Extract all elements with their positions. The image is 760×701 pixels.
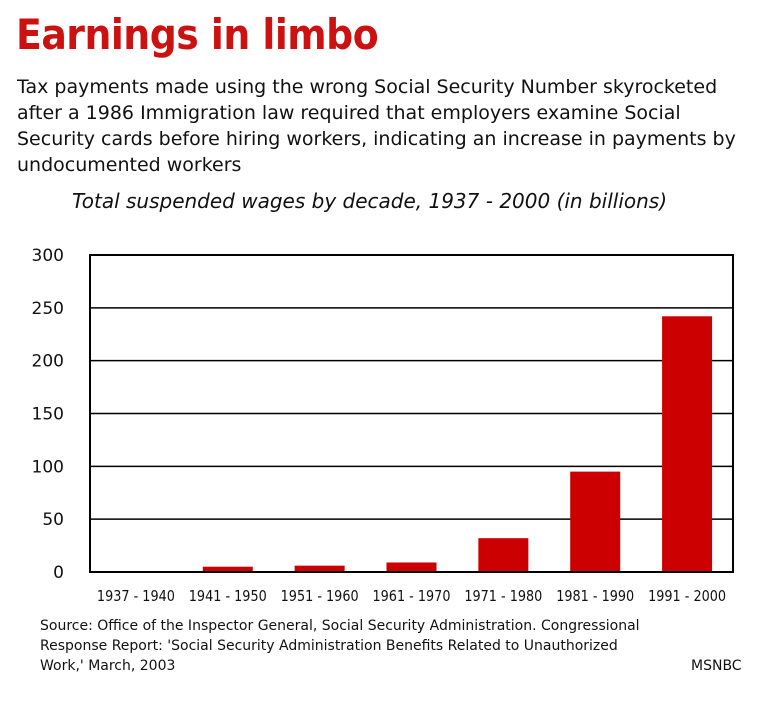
- chart-title: Total suspended wages by decade, 1937 - …: [72, 189, 668, 213]
- credit: MSNBC: [691, 658, 742, 674]
- headline: Earnings in limbo: [16, 10, 379, 59]
- x-tick-label: 1951 - 1960: [281, 587, 359, 605]
- y-tick-label: 300: [32, 246, 64, 266]
- bar: [570, 471, 621, 572]
- x-tick-label: 1991 - 2000: [648, 587, 726, 605]
- y-axis-ticks: 0 50 100 150 200 250 300: [32, 246, 64, 583]
- y-tick-label: 50: [42, 510, 64, 530]
- x-tick-label: 1937 - 1940: [97, 587, 175, 605]
- y-tick-label: 100: [32, 457, 64, 477]
- y-tick-label: 0: [53, 563, 64, 583]
- gridlines: [90, 254, 733, 573]
- x-tick-label: 1981 - 1990: [556, 587, 634, 605]
- bar: [294, 565, 345, 572]
- x-tick-label: 1941 - 1950: [189, 587, 267, 605]
- x-tick-label: 1971 - 1980: [464, 587, 542, 605]
- plot-frame: [89, 254, 734, 573]
- bar: [202, 566, 253, 572]
- subtitle: Tax payments made using the wrong Social…: [17, 76, 736, 176]
- bar: [386, 562, 437, 572]
- x-tick-label: 1961 - 1970: [373, 587, 451, 605]
- y-tick-label: 150: [32, 405, 64, 425]
- y-tick-label: 200: [32, 352, 64, 372]
- x-axis-ticks: 1937 - 1940 1941 - 1950 1951 - 1960 1961 - …: [97, 587, 726, 605]
- source-note: Source: Office of the Inspector General,…: [40, 618, 640, 674]
- bars: [202, 316, 713, 572]
- bar: [662, 316, 713, 572]
- bar: [478, 538, 529, 572]
- y-tick-label: 250: [32, 299, 64, 319]
